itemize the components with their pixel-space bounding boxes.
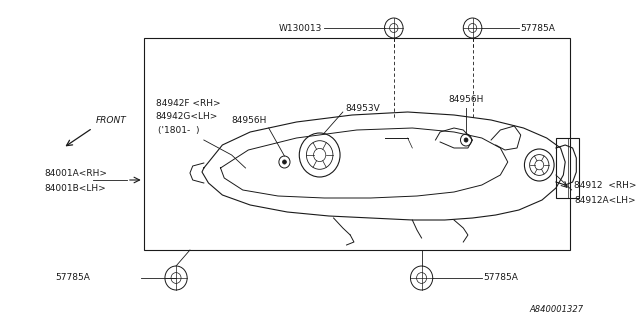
Text: 84942G<LH>: 84942G<LH> bbox=[156, 111, 218, 121]
Text: 84956H: 84956H bbox=[449, 95, 484, 104]
Bar bbox=[556, 138, 579, 198]
Text: W130013: W130013 bbox=[279, 23, 323, 33]
Text: 57785A: 57785A bbox=[56, 274, 90, 283]
Text: 57785A: 57785A bbox=[521, 23, 556, 33]
Text: 84956H: 84956H bbox=[232, 116, 267, 124]
Text: 84912A<LH>: 84912A<LH> bbox=[575, 196, 636, 204]
Ellipse shape bbox=[282, 160, 287, 164]
Text: 84001B<LH>: 84001B<LH> bbox=[44, 183, 106, 193]
Text: A840001327: A840001327 bbox=[530, 306, 584, 315]
Text: 84942F <RH>: 84942F <RH> bbox=[156, 99, 220, 108]
Text: 57785A: 57785A bbox=[484, 274, 518, 283]
Text: 84953V: 84953V bbox=[346, 103, 380, 113]
Bar bbox=[143, 38, 570, 250]
Ellipse shape bbox=[464, 138, 468, 142]
Text: FRONT: FRONT bbox=[95, 116, 126, 125]
Text: ('1801-  ): ('1801- ) bbox=[157, 125, 199, 134]
Text: 84001A<RH>: 84001A<RH> bbox=[44, 170, 108, 179]
Text: 84912  <RH>: 84912 <RH> bbox=[575, 180, 637, 189]
